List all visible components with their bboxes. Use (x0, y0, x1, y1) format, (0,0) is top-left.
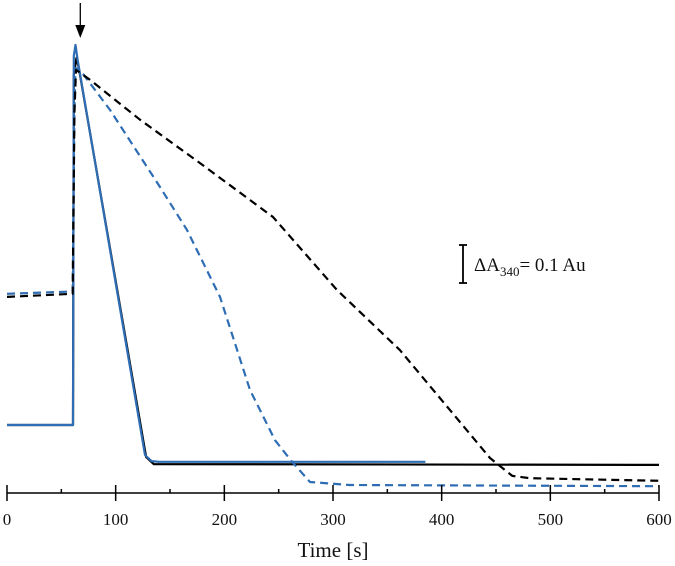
x-tick-label: 200 (212, 510, 238, 529)
series-layer (6, 43, 660, 488)
series-3-line (6, 68, 660, 482)
x-tick-label: 0 (3, 510, 12, 529)
x-tick-label: 600 (646, 510, 672, 529)
scale-bar-subscript: 340 (500, 264, 520, 279)
x-tick-label: 300 (320, 510, 346, 529)
scale-bar-label: ΔA340= 0.1 Au (474, 255, 586, 279)
scale-bar: ΔA340= 0.1 Au (459, 244, 586, 284)
x-tick-label: 100 (103, 510, 129, 529)
scale-bar-text: = 0.1 Au (519, 255, 586, 276)
series-2-line (6, 66, 660, 488)
x-tick-label: 500 (538, 510, 564, 529)
scale-bar-symbol: ΔA (474, 255, 500, 276)
x-tick-label: 400 (429, 510, 455, 529)
series-1-line (7, 43, 426, 463)
x-axis-title: Time [s] (298, 538, 369, 562)
x-axis: 0 100 200 300 400 500 600 (3, 485, 672, 529)
arrow-head (75, 25, 86, 38)
injection-arrow-icon (75, 3, 86, 38)
